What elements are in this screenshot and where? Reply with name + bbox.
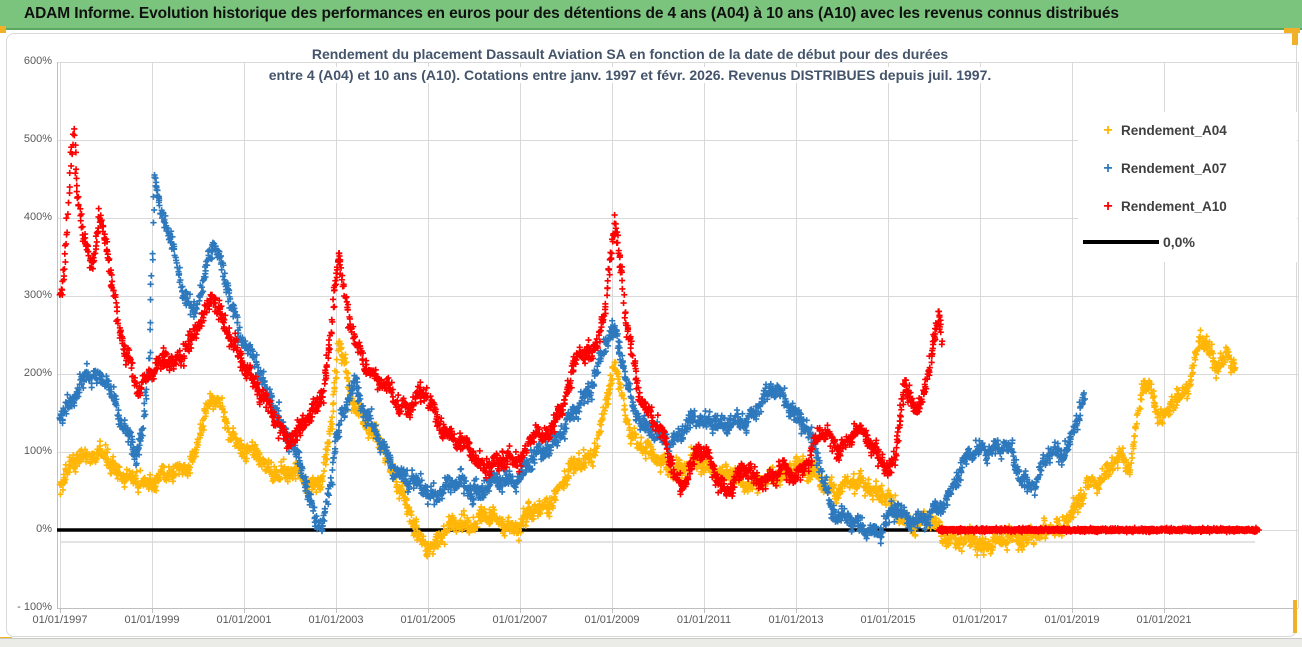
legend-label-zero: 0,0% — [1163, 234, 1195, 250]
x-axis-label: 01/01/2005 — [400, 614, 456, 626]
y-axis-label: 0% — [36, 523, 52, 535]
legend-label-a07: Rendement_A07 — [1121, 161, 1227, 176]
y-axis-label: - 100% — [17, 601, 52, 613]
legend-item-a10[interactable]: + Rendement_A10 — [1095, 197, 1227, 215]
y-axis-label: 100% — [23, 445, 52, 457]
x-axis-label: 01/01/2009 — [584, 614, 640, 626]
x-axis-label: 01/01/2021 — [1136, 614, 1192, 626]
legend-label-a04: Rendement_A04 — [1121, 123, 1227, 138]
y-axis-label: 500% — [23, 133, 52, 145]
y-axis-label: 600% — [23, 55, 52, 67]
x-axis-label: 01/01/1999 — [124, 614, 180, 626]
x-axis-label: 01/01/1997 — [32, 614, 88, 626]
chart-title-line2: entre 4 (A04) et 10 ans (A10). Cotations… — [264, 67, 996, 83]
plus-marker-icon: + — [1103, 121, 1113, 139]
zero-line-swatch-icon — [1083, 240, 1159, 244]
x-axis-label: 01/01/2003 — [308, 614, 364, 626]
selection-handle-bottom-right[interactable] — [1293, 600, 1297, 633]
x-axis-label: 01/01/2011 — [676, 614, 732, 626]
legend-item-a07[interactable]: + Rendement_A07 — [1095, 159, 1227, 177]
chart-title[interactable]: Rendement du placement Dassault Aviation… — [150, 44, 1110, 86]
selection-handle-top-right-v[interactable] — [1292, 28, 1298, 45]
legend-item-zero[interactable]: 0,0% — [1083, 234, 1195, 250]
y-axis-label: 200% — [23, 367, 52, 379]
x-axis-label: 01/01/2013 — [768, 614, 824, 626]
bottom-strip — [0, 638, 1302, 647]
x-axis-label: 01/01/2019 — [1044, 614, 1100, 626]
chart-title-line1: Rendement du placement Dassault Aviation… — [307, 46, 953, 62]
x-axis-label: 01/01/2007 — [492, 614, 548, 626]
x-axis-label: 01/01/2001 — [216, 614, 272, 626]
x-axis-label: 01/01/2015 — [860, 614, 916, 626]
plus-marker-icon: + — [1103, 197, 1113, 215]
plus-marker-icon: + — [1103, 159, 1113, 177]
selection-handle-top-left[interactable] — [0, 26, 6, 33]
legend-label-a10: Rendement_A10 — [1121, 199, 1227, 214]
y-axis-label: 400% — [23, 211, 52, 223]
x-axis-label: 01/01/2017 — [952, 614, 1008, 626]
legend-item-a04[interactable]: + Rendement_A04 — [1095, 121, 1227, 139]
y-axis-label: 300% — [23, 289, 52, 301]
